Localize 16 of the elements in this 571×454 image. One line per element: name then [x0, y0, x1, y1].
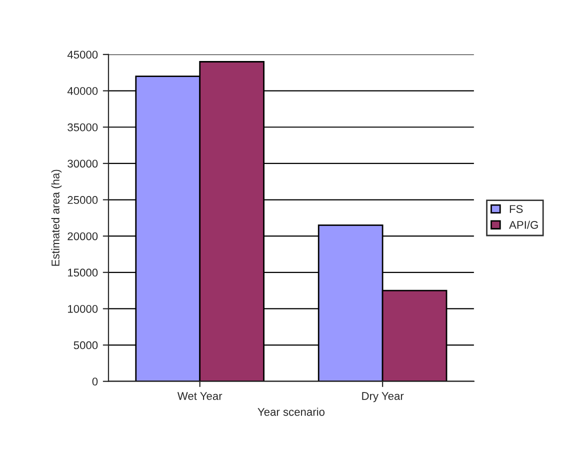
y-tick-label: 45000	[67, 50, 98, 59]
y-tick-label: 15000	[68, 268, 98, 277]
y-tick-label: 10000	[68, 304, 98, 313]
x-axis-title: Year scenario	[258, 408, 325, 416]
legend-label: API/G	[509, 220, 538, 229]
y-tick-label: 0	[92, 378, 98, 386]
x-tick-label: Dry Year	[362, 392, 404, 402]
y-tick-label: 35000	[68, 123, 98, 132]
legend-label: FS	[510, 205, 523, 213]
y-axis-title: Estimated area (ha)	[51, 170, 62, 266]
y-tick-label: 20000	[68, 232, 98, 240]
y-tick-label: 25000	[68, 196, 98, 204]
y-tick-label: 30000	[68, 160, 98, 168]
y-tick-label: 5000	[74, 341, 98, 350]
x-tick-label: Wet Year	[177, 392, 222, 400]
y-tick-label: 40000	[67, 87, 98, 95]
